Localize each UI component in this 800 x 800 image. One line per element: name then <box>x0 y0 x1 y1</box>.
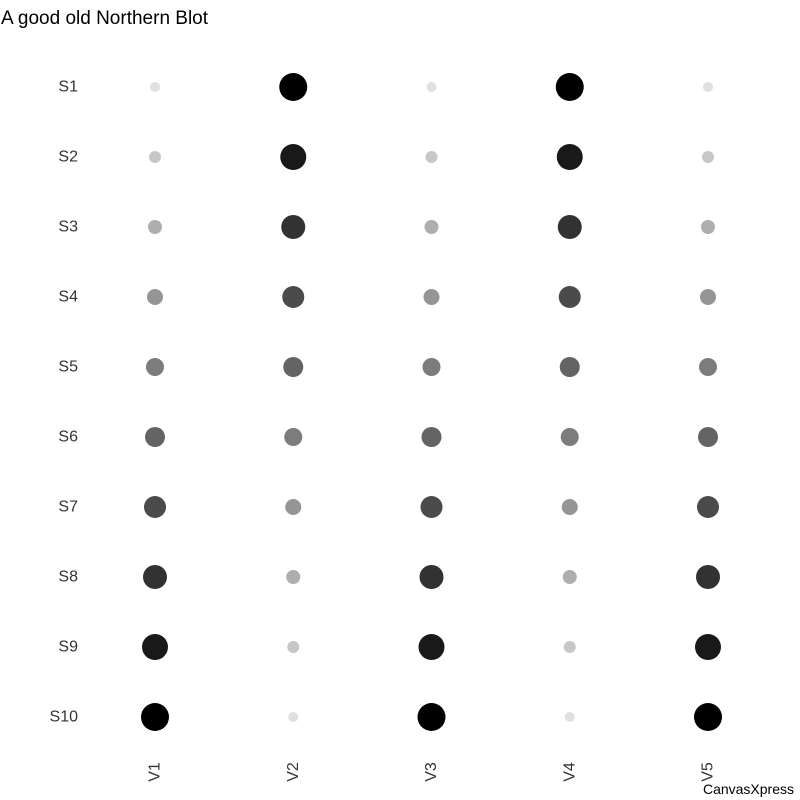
dot-s10-v1 <box>141 703 169 731</box>
dot-s9-v2 <box>287 641 300 653</box>
row-label-s3: S3 <box>58 219 78 236</box>
dot-s6-v5 <box>698 427 718 447</box>
dot-s6-v1 <box>145 427 165 447</box>
dot-s2-v3 <box>425 151 438 163</box>
dot-s1-v2 <box>279 73 308 101</box>
dot-s10-v3 <box>417 703 446 731</box>
dot-s1-v3 <box>426 82 437 92</box>
dot-s8-v3 <box>419 565 444 589</box>
dot-s7-v5 <box>697 496 719 518</box>
row-labels: S1 S2 S3 S4 S5 S6 S7 S8 S9 S10 <box>50 79 79 726</box>
dot-s3-v1 <box>148 220 162 234</box>
dot-s3-v2 <box>281 215 306 239</box>
dot-s4-v5 <box>700 289 716 305</box>
dot-s2-v1 <box>149 151 161 163</box>
row-label-s1: S1 <box>58 79 78 96</box>
dot-s1-v1 <box>150 82 160 92</box>
dot-s10-v2 <box>288 712 299 722</box>
dot-s4-v3 <box>423 289 440 305</box>
dot-s10-v5 <box>694 703 722 731</box>
dot-s8-v1 <box>143 565 167 589</box>
dot-s10-v4 <box>564 712 575 722</box>
dot-s3-v4 <box>557 215 582 239</box>
dot-s7-v4 <box>561 499 578 515</box>
dot-s4-v2 <box>282 286 305 308</box>
dot-s7-v1 <box>144 496 166 518</box>
column-label-v5: V5 <box>700 762 717 782</box>
column-labels: V1 V2 V3 V4 V5 <box>147 762 717 782</box>
dot-s7-v3 <box>420 496 443 518</box>
dot-s3-v3 <box>424 220 439 234</box>
column-label-v1: V1 <box>147 762 164 782</box>
dot-s6-v4 <box>560 428 579 446</box>
dot-s9-v1 <box>142 634 168 660</box>
dot-s5-v1 <box>146 358 164 376</box>
row-label-s8: S8 <box>58 569 78 586</box>
dot-s5-v2 <box>283 357 304 377</box>
dot-s9-v3 <box>418 634 445 660</box>
dot-marks <box>141 73 722 731</box>
dot-s6-v2 <box>284 428 303 446</box>
row-label-s10: S10 <box>50 709 79 726</box>
chart-title: A good old Northern Blot <box>1 8 209 29</box>
dot-s2-v5 <box>702 151 714 163</box>
dot-s9-v4 <box>563 641 576 653</box>
dot-s8-v4 <box>562 570 577 584</box>
dot-s5-v3 <box>422 358 441 376</box>
dot-s4-v1 <box>147 289 163 305</box>
dot-s8-v2 <box>286 570 301 584</box>
column-label-v3: V3 <box>423 762 440 782</box>
row-label-s5: S5 <box>58 359 78 376</box>
row-label-s2: S2 <box>58 149 78 166</box>
dot-s2-v4 <box>556 144 583 170</box>
dot-s1-v5 <box>703 82 713 92</box>
column-label-v2: V2 <box>285 762 302 782</box>
row-label-s4: S4 <box>58 289 78 306</box>
dot-s7-v2 <box>285 499 302 515</box>
row-label-s6: S6 <box>58 429 78 446</box>
watermark-label: CanvasXpress <box>703 781 794 797</box>
dot-s5-v5 <box>699 358 717 376</box>
dot-s4-v4 <box>558 286 581 308</box>
dot-s6-v3 <box>421 427 442 447</box>
dot-s2-v2 <box>280 144 307 170</box>
row-label-s9: S9 <box>58 639 78 656</box>
dot-s1-v4 <box>555 73 584 101</box>
dot-s8-v5 <box>696 565 720 589</box>
column-label-v4: V4 <box>561 762 578 782</box>
dot-s9-v5 <box>695 634 721 660</box>
row-label-s7: S7 <box>58 499 78 516</box>
dot-s5-v4 <box>559 357 580 377</box>
dot-s3-v5 <box>701 220 715 234</box>
